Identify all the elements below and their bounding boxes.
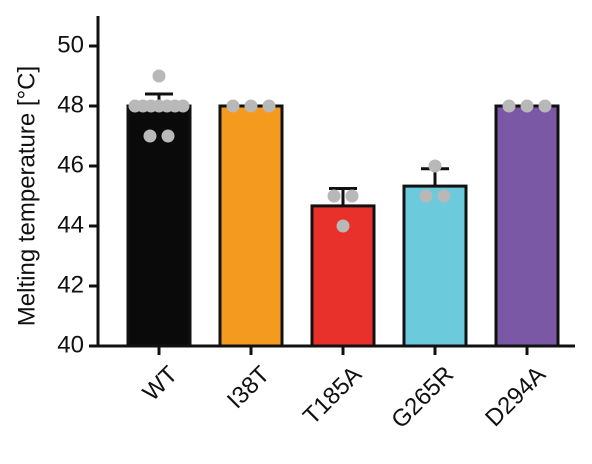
x-tick-label: G265R [386, 361, 459, 434]
data-point [143, 129, 157, 143]
data-point [226, 99, 240, 113]
bar [402, 184, 468, 348]
data-point [336, 219, 350, 233]
data-point [437, 189, 451, 203]
bar [218, 104, 284, 348]
error-bar [329, 187, 357, 206]
x-tick-label: D294A [480, 361, 551, 432]
y-tick-label: 50 [57, 31, 84, 58]
y-axis-title: Melting temperature [°C] [13, 66, 40, 326]
data-point [520, 99, 534, 113]
x-tick-label: T185A [298, 361, 367, 430]
y-tick-label: 44 [57, 211, 84, 238]
data-point [244, 99, 258, 113]
bar [494, 104, 560, 348]
bar [126, 104, 192, 348]
data-point [428, 159, 442, 173]
data-point [345, 189, 359, 203]
data-point [502, 99, 516, 113]
y-tick-label: 48 [57, 91, 84, 118]
data-point [262, 99, 276, 113]
data-point [538, 99, 552, 113]
data-point [327, 189, 341, 203]
data-point [419, 189, 433, 203]
data-point [152, 69, 166, 83]
x-tick-label: WT [138, 361, 184, 407]
data-point [161, 129, 175, 143]
y-tick-label: 46 [57, 151, 84, 178]
x-tick-label: I38T [222, 361, 275, 414]
y-tick-label: 42 [57, 271, 84, 298]
data-point [176, 99, 190, 113]
y-tick-label: 40 [57, 331, 84, 358]
